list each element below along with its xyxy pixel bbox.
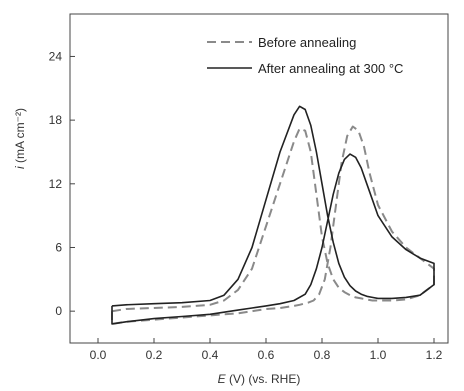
- x-tick-label: 0.2: [146, 348, 163, 362]
- legend-label-before-annealing: Before annealing: [258, 35, 356, 50]
- x-axis-unit: (V) (vs. RHE): [226, 372, 301, 386]
- x-tick-label: 0.0: [90, 348, 107, 362]
- y-tick-label: 18: [49, 113, 63, 127]
- series-before-annealing: [111, 125, 435, 325]
- plot-border: [69, 13, 449, 344]
- y-axis-variable: i: [13, 166, 27, 169]
- y-tick-label: 0: [55, 304, 62, 318]
- x-tick-label: 0.6: [258, 348, 275, 362]
- legend: Before annealing After annealing at 300 …: [207, 35, 403, 76]
- y-tick-label: 24: [49, 49, 63, 63]
- x-tick-label: 1.0: [370, 348, 387, 362]
- x-tick-label: 0.4: [202, 348, 219, 362]
- x-axis-variable: E: [218, 372, 227, 386]
- y-axis-title: i (mA cm⁻²): [13, 108, 27, 169]
- series-layer: [111, 105, 435, 325]
- x-tick-label: 0.8: [314, 348, 331, 362]
- x-tick-label: 1.2: [426, 348, 443, 362]
- y-tick-label: 12: [49, 177, 63, 191]
- series-after-annealing: [111, 105, 435, 325]
- y-axis-unit: (mA cm⁻²): [13, 108, 27, 166]
- plot-frame: [69, 13, 449, 344]
- x-axis-title: E (V) (vs. RHE): [218, 372, 301, 386]
- legend-label-after-annealing: After annealing at 300 °C: [258, 61, 403, 76]
- ticks-layer: 0.0 0.2 0.4 0.6 0.8 1.0 1.2 0 6 12 18 24: [49, 49, 443, 362]
- y-tick-label: 6: [55, 240, 62, 254]
